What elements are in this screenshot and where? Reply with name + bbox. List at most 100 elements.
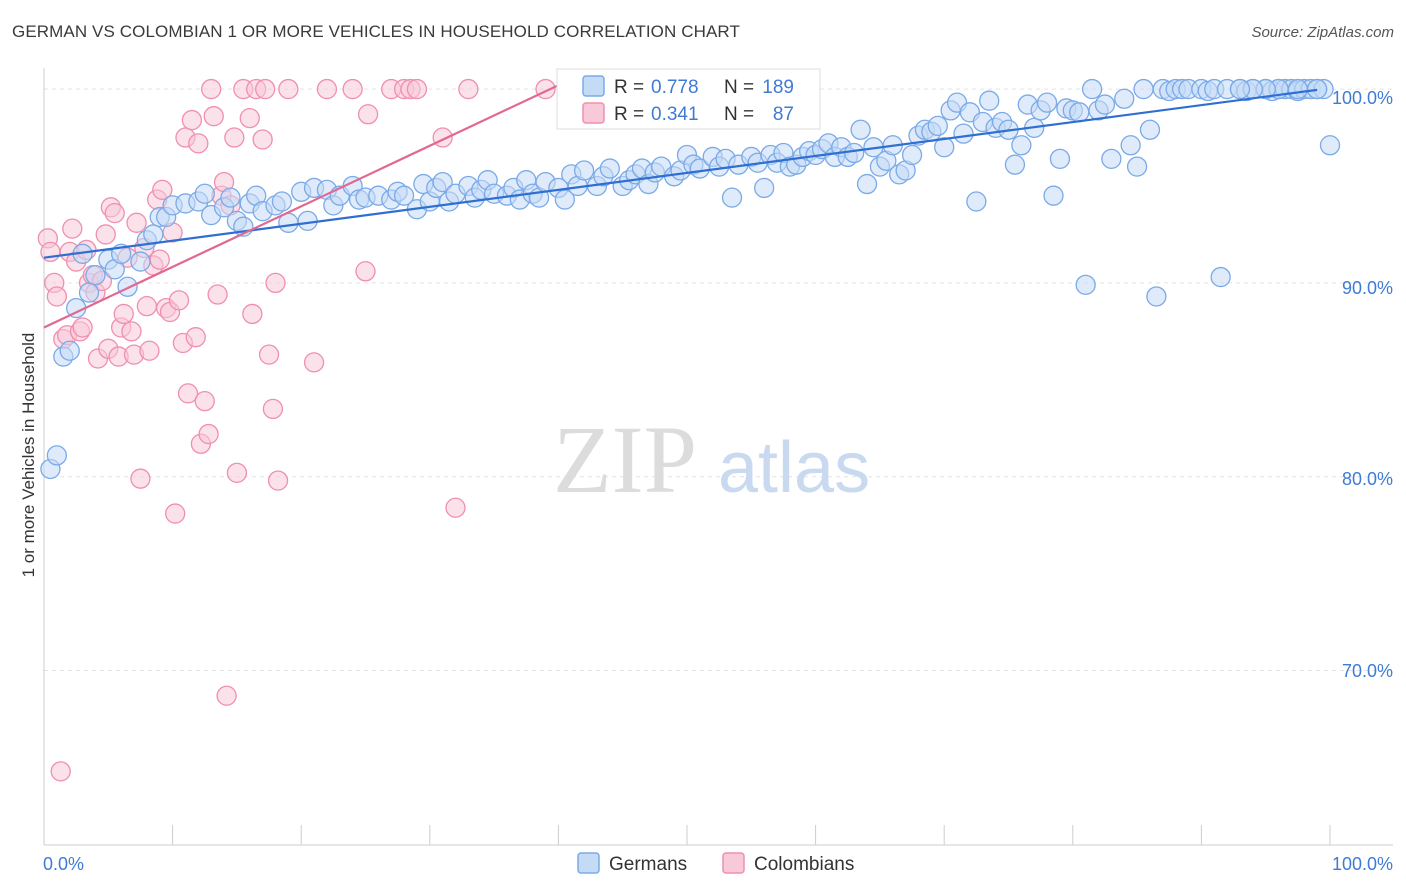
series-legend-label-germans[interactable]: Germans (609, 854, 687, 875)
watermark-atlas: atlas (718, 428, 870, 508)
colombians-point-29 (130, 468, 151, 489)
colombians-point-18 (95, 224, 116, 245)
germans-point-145 (1101, 148, 1122, 170)
colombians-point-73 (342, 78, 363, 100)
germans-point-130 (1004, 154, 1026, 175)
colombians-point-49 (194, 390, 215, 412)
germans-point-175 (1319, 135, 1341, 156)
colombians-point-71 (303, 352, 325, 373)
germans-trend-line (43, 88, 1318, 259)
colombians-point-61 (239, 107, 260, 129)
germans-point-106 (850, 119, 871, 140)
germans-point-178 (1306, 78, 1328, 100)
germans-point-114 (901, 144, 923, 166)
colombians-point-51 (201, 78, 222, 100)
colombians-point-35 (149, 249, 170, 270)
colombians-point-53 (207, 284, 228, 305)
germans-point-147 (1120, 135, 1141, 156)
germans-point-119 (934, 137, 955, 158)
colombians-point-82 (458, 78, 479, 100)
colombians-point-50 (198, 423, 219, 445)
chart-title: GERMAN VS COLOMBIAN 1 OR MORE VEHICLES I… (12, 22, 740, 41)
stats-legend-r-value-germans: 0.778 (651, 77, 699, 98)
stats-legend: R = 0.778 N = 189 R = 0.341 N = 87 (556, 68, 821, 130)
colombians-point-31 (136, 296, 158, 317)
germans-point-6 (78, 282, 100, 303)
y-tick-label-80: 80.0% (1342, 469, 1393, 489)
chart-source: Source: ZipAtlas.com (1251, 24, 1394, 41)
stats-legend-n-value-colombians: 87 (773, 104, 794, 125)
stats-legend-swatch-germans (582, 75, 605, 97)
germans-point-144 (1094, 94, 1116, 115)
colombians-point-72 (316, 78, 338, 100)
germans-point-126 (979, 90, 1000, 111)
germans-point-136 (1043, 185, 1064, 206)
germans-point-44 (393, 185, 415, 206)
y-tick-label-90: 90.0% (1342, 278, 1393, 298)
y-tick-label-70: 70.0% (1342, 661, 1393, 681)
stats-legend-swatch-colombians (582, 102, 605, 124)
germans-point-49 (432, 171, 453, 193)
stats-legend-r-label-colombians: R = (614, 104, 644, 125)
germans-point-160 (1210, 266, 1231, 288)
series-legend-swatch-germans[interactable] (577, 852, 600, 874)
colombians-point-40 (165, 503, 186, 524)
germans-point-1 (46, 445, 68, 466)
colombians-point-24 (113, 303, 134, 325)
germans-point-7 (85, 264, 106, 286)
stats-legend-n-value-germans: 189 (762, 77, 794, 98)
series-legend-label-colombians[interactable]: Colombians (754, 854, 854, 875)
germans-point-151 (1146, 286, 1167, 307)
stats-legend-r-value-colombians: 0.341 (651, 104, 699, 125)
watermark-zip: ZIP (553, 406, 697, 513)
germans-point-177 (1287, 78, 1308, 100)
colombians-point-3 (46, 286, 68, 307)
series-legend[interactable]: Germans Colombians (577, 852, 854, 875)
y-tick-label-100: 100.0% (1332, 88, 1393, 108)
germans-point-3 (59, 340, 80, 361)
colombians-point-79 (406, 78, 428, 100)
germans-point-33 (297, 210, 318, 232)
germans-point-141 (1075, 274, 1096, 295)
colombians-point-1 (40, 241, 61, 263)
stats-legend-r-label-germans: R = (614, 77, 644, 98)
colombians-point-65 (255, 78, 276, 100)
germans-point-142 (1081, 78, 1103, 100)
germans-point-149 (1133, 78, 1154, 100)
colombians-point-47 (188, 133, 209, 154)
germans-point-131 (1011, 135, 1032, 156)
colombians-point-70 (278, 78, 299, 100)
series-legend-swatch-colombians[interactable] (722, 852, 745, 874)
colombians-point-67 (262, 398, 284, 420)
germans-point-122 (953, 123, 974, 144)
germans-points (40, 78, 1341, 480)
colombians-point-58 (224, 127, 245, 148)
colombians-point-45 (181, 109, 203, 131)
germans-point-140 (1069, 102, 1090, 123)
colombians-point-66 (258, 344, 280, 365)
colombians-point-32 (139, 340, 160, 361)
colombians-point-81 (445, 497, 466, 518)
colombians-point-74 (355, 261, 376, 282)
colombians-point-4 (50, 761, 71, 782)
germans-point-107 (856, 173, 878, 195)
germans-point-146 (1114, 88, 1135, 109)
colombians-point-26 (121, 321, 142, 342)
colombians-point-69 (267, 470, 289, 491)
germans-point-20 (194, 183, 215, 204)
watermark: ZIP atlas (553, 406, 870, 513)
colombians-point-52 (203, 106, 224, 127)
colombians-point-59 (226, 462, 248, 484)
germans-point-12 (130, 251, 151, 272)
colombians-point-36 (152, 179, 173, 201)
germans-point-14 (143, 224, 164, 245)
stats-legend-n-label-colombians: N = (724, 104, 754, 125)
colombians-point-28 (126, 212, 147, 233)
germans-point-135 (1036, 92, 1058, 113)
colombians-point-62 (242, 303, 263, 325)
germans-point-87 (721, 187, 743, 208)
colombians-trend-line (43, 84, 559, 329)
colombians-point-11 (72, 317, 93, 338)
colombians-point-8 (62, 218, 83, 239)
x-tick-label-max: 100.0% (1332, 854, 1393, 874)
